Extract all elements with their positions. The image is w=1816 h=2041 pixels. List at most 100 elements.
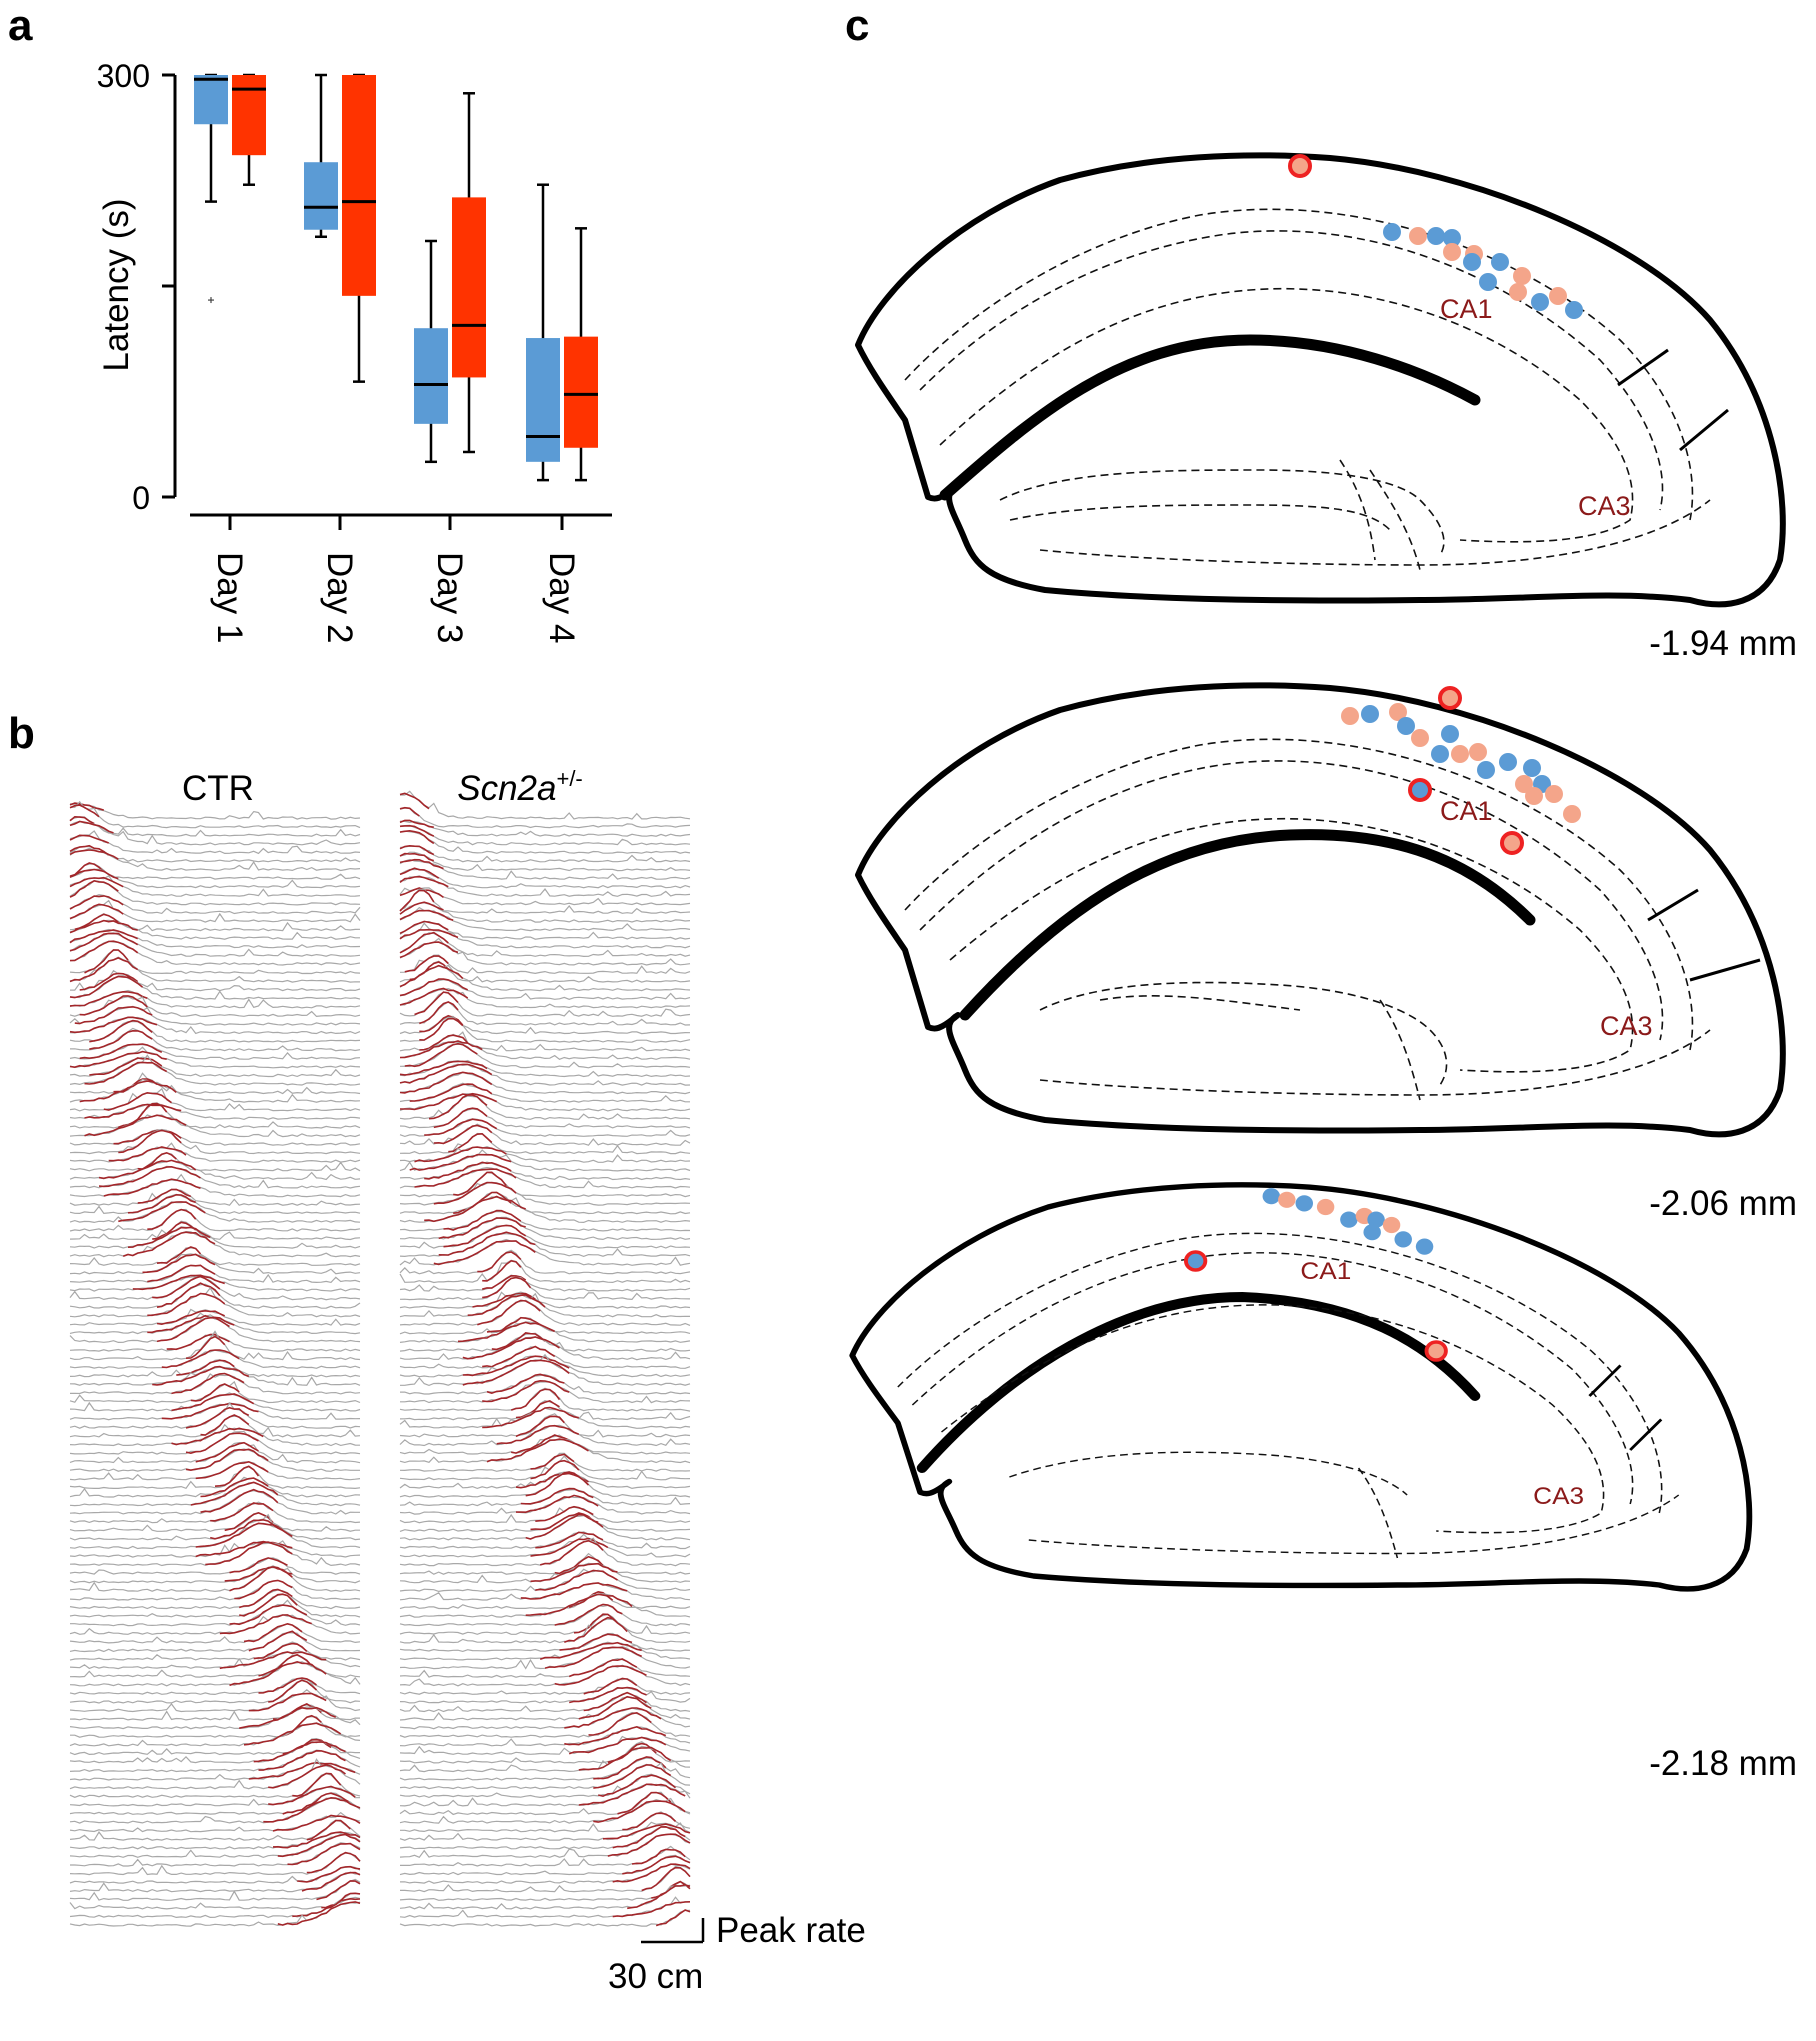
cell-peak xyxy=(190,1481,279,1506)
cell-peak xyxy=(287,1842,361,1866)
cell-trace xyxy=(69,1056,361,1078)
cell-peak xyxy=(482,1406,579,1429)
cell-peak xyxy=(482,1345,556,1368)
cell-peak xyxy=(156,1246,202,1264)
dot xyxy=(1415,1238,1434,1255)
cell-peak xyxy=(234,1579,293,1600)
cell-peak xyxy=(535,1569,618,1591)
cell-trace xyxy=(399,1745,691,1773)
cell-trace xyxy=(69,1315,361,1344)
cell-peak xyxy=(243,1722,342,1746)
cell-peak xyxy=(69,929,139,944)
cell-peak xyxy=(69,820,114,834)
cell-peak xyxy=(530,1562,618,1583)
cell-trace xyxy=(69,1557,361,1575)
section-2-label: -2.06 mm xyxy=(1649,1184,1797,1223)
cell-trace xyxy=(69,1349,361,1369)
cell-trace xyxy=(399,1687,691,1704)
cell-trace xyxy=(399,1181,691,1206)
cell-trace xyxy=(69,940,361,966)
cell-peak xyxy=(399,1063,493,1084)
cell-trace xyxy=(399,888,691,914)
cell-trace xyxy=(69,1589,361,1610)
cell-peak xyxy=(263,1796,361,1823)
cell-trace xyxy=(399,858,691,880)
section-1-label: -1.94 mm xyxy=(1649,624,1797,663)
cell-peak xyxy=(84,1103,182,1119)
cell-peak xyxy=(142,1253,216,1274)
cell-trace xyxy=(399,830,691,855)
cell-trace xyxy=(399,1317,691,1335)
box-plot: 300 0 Latency (s) Day 1 Day 2 Day 3 Day 4 xyxy=(97,58,612,643)
cell-peak xyxy=(253,1642,308,1660)
cell-trace xyxy=(399,1593,691,1618)
dot xyxy=(1397,717,1415,735)
cell-peak xyxy=(239,1706,337,1729)
cell-trace xyxy=(399,1399,691,1421)
dot xyxy=(1525,787,1543,805)
cell-peak xyxy=(268,1764,346,1789)
cell-trace xyxy=(399,1145,691,1163)
cell-peak xyxy=(268,1679,318,1703)
cell-trace xyxy=(399,906,691,932)
cell-trace xyxy=(399,1166,691,1189)
cell-peak xyxy=(171,1393,255,1412)
cell-peak xyxy=(399,829,435,845)
cell-peak xyxy=(79,1043,163,1060)
section-3-ca3-label: CA3 xyxy=(1533,1483,1584,1510)
section-1-outline xyxy=(858,155,1783,604)
dot xyxy=(1563,805,1581,823)
cell-peak xyxy=(84,1061,168,1085)
cell-trace xyxy=(69,1614,361,1635)
panel-label-c: c xyxy=(845,1,869,50)
panel-label-a: a xyxy=(8,1,33,50)
cell-trace xyxy=(69,820,361,846)
cell-peak xyxy=(253,1741,346,1763)
cell-trace xyxy=(69,1201,361,1224)
cell-trace xyxy=(399,902,691,923)
cell-peak xyxy=(229,1557,288,1574)
cell-trace xyxy=(399,1833,691,1859)
cell-peak xyxy=(69,868,119,880)
cell-peak xyxy=(195,1441,259,1463)
cell-peak xyxy=(414,991,459,1016)
cell-peak xyxy=(424,1161,512,1180)
cell-trace xyxy=(69,1441,361,1464)
cell-trace xyxy=(400,1353,691,1387)
cell-peak xyxy=(268,1785,356,1806)
cell-peak xyxy=(108,1146,187,1162)
cell-trace xyxy=(69,1501,361,1524)
cell-peak xyxy=(69,1050,167,1069)
cell-peak xyxy=(152,1275,221,1299)
cell-peak xyxy=(84,1114,187,1137)
cell-peak xyxy=(602,1823,691,1840)
cell-trace xyxy=(399,1613,691,1635)
cell-peak xyxy=(491,1332,546,1351)
cell-peak xyxy=(612,1863,691,1883)
dot xyxy=(1491,253,1509,271)
dot xyxy=(1441,725,1459,743)
cell-peak xyxy=(89,1029,153,1050)
cell-trace xyxy=(400,1865,691,1893)
cell-peak xyxy=(224,1565,293,1582)
cell-trace xyxy=(69,1193,361,1215)
cell-trace xyxy=(69,1188,361,1206)
cell-peak xyxy=(399,928,459,940)
cell-peak xyxy=(477,1251,522,1273)
cell-trace xyxy=(69,800,361,829)
dot xyxy=(1565,301,1583,319)
cell-peak xyxy=(530,1512,599,1531)
cell-peak xyxy=(641,1866,691,1892)
cell-peak xyxy=(98,1165,201,1188)
cell-peak xyxy=(539,1539,604,1566)
cell-peak xyxy=(438,1217,526,1240)
cell-trace xyxy=(69,1565,361,1593)
cell-peak xyxy=(564,1616,628,1643)
cell-trace xyxy=(69,1740,361,1764)
cell-peak xyxy=(564,1707,662,1729)
cell-trace xyxy=(399,1881,691,1901)
cell-peak xyxy=(185,1335,226,1359)
cell-peak xyxy=(399,889,435,912)
cell-peak xyxy=(122,1231,216,1258)
cell-peak xyxy=(424,1118,498,1136)
